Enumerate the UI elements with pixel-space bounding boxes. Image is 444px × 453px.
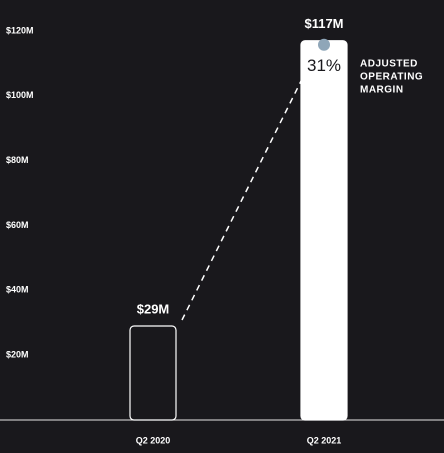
x-tick-label: Q2 2020 bbox=[136, 435, 171, 445]
annotation: ADJUSTED bbox=[360, 59, 418, 70]
y-tick-label: $120M bbox=[6, 25, 34, 35]
trend-line bbox=[181, 46, 319, 321]
x-tick-label: Q2 2021 bbox=[307, 435, 342, 445]
y-tick-label: $100M bbox=[6, 90, 34, 100]
bar bbox=[129, 325, 177, 421]
y-tick-label: $40M bbox=[6, 285, 29, 295]
y-tick-label: $20M bbox=[6, 350, 29, 360]
value-label: $29M bbox=[137, 301, 170, 316]
annotation: MARGIN bbox=[360, 85, 404, 96]
y-tick-label: $80M bbox=[6, 155, 29, 165]
value-label: $117M bbox=[304, 16, 343, 31]
bar bbox=[300, 40, 348, 421]
annotation: OPERATING bbox=[360, 72, 423, 83]
y-tick-label: $60M bbox=[6, 220, 29, 230]
marker-dot bbox=[318, 38, 330, 51]
inner-label: 31% bbox=[307, 56, 341, 75]
